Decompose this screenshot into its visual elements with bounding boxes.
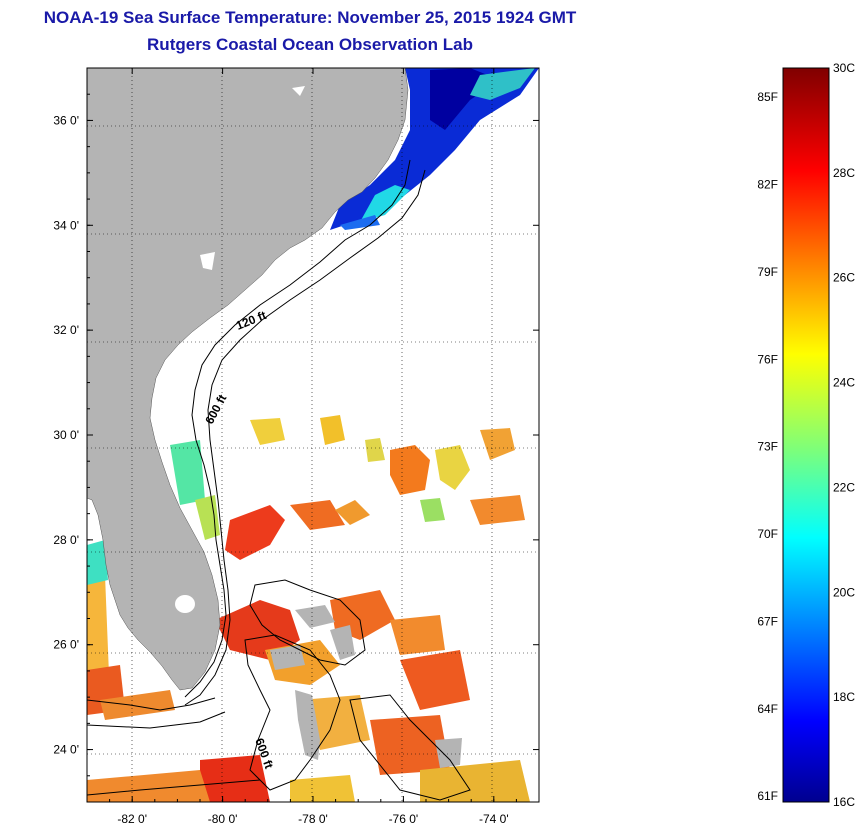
lat-tick-label: 36 0' [53,113,79,127]
colorbar-c-label: 24C [833,376,855,390]
colorbar-c-label: 16C [833,795,855,809]
lat-tick-label: 34 0' [53,218,79,232]
colorbar-f-label: 64F [757,702,778,716]
lat-tick-label: 24 0' [53,743,79,757]
colorbar-f-label: 82F [757,178,778,192]
latitude-axis: 36 0' 34 0' 32 0' 30 0' 28 0' 26 0' 24 0' [53,67,539,803]
colorbar-f-label: 70F [757,527,778,541]
colorbar-f-label: 61F [757,789,778,803]
map-plot-area [87,68,539,802]
lat-tick-label: 32 0' [53,323,79,337]
title-line-1: NOAA-19 Sea Surface Temperature: Novembe… [43,8,577,27]
graticule [87,68,539,802]
colorbar-c-label: 30C [833,61,855,75]
lat-tick-label: 30 0' [53,428,79,442]
colorbar-c-label: 26C [833,271,855,285]
depth-contours [87,159,471,801]
colorbar-f-label: 76F [757,352,778,366]
colorbar-c-label: 20C [833,585,855,599]
colorbar-celsius-labels: 30C 28C 26C 24C 22C 20C 18C 16C [833,61,855,809]
colorbar-gradient [782,67,830,803]
lon-tick-label: -80 0' [208,812,238,826]
colorbar-f-label: 85F [757,90,778,104]
colorbar-f-label: 73F [757,440,778,454]
colorbar-c-label: 22C [833,480,855,494]
lat-tick-label: 26 0' [53,638,79,652]
lon-tick-label: -82 0' [117,812,147,826]
lon-tick-label: -76 0' [389,812,419,826]
land-layer [87,68,462,768]
longitude-axis: -82 0' -80 0' -78 0' -76 0' -74 0' [86,68,540,826]
colorbar-f-label: 79F [757,265,778,279]
title-line-2: Rutgers Coastal Ocean Observation Lab [147,35,473,54]
colorbar-c-label: 18C [833,690,855,704]
colorbar-c-label: 28C [833,166,855,180]
colorbar-f-label: 67F [757,614,778,628]
sst-data-layer [87,68,539,802]
colorbar: 85F 82F 79F 76F 73F 70F 67F 64F 61F 30C 28C 26C 24C… [757,61,855,809]
colorbar-fahrenheit-labels: 85F 82F 79F 76F 73F 70F 67F 64F 61F [757,90,778,803]
lon-tick-label: -74 0' [479,812,509,826]
lon-tick-label: -78 0' [298,812,328,826]
lat-tick-label: 28 0' [53,533,79,547]
